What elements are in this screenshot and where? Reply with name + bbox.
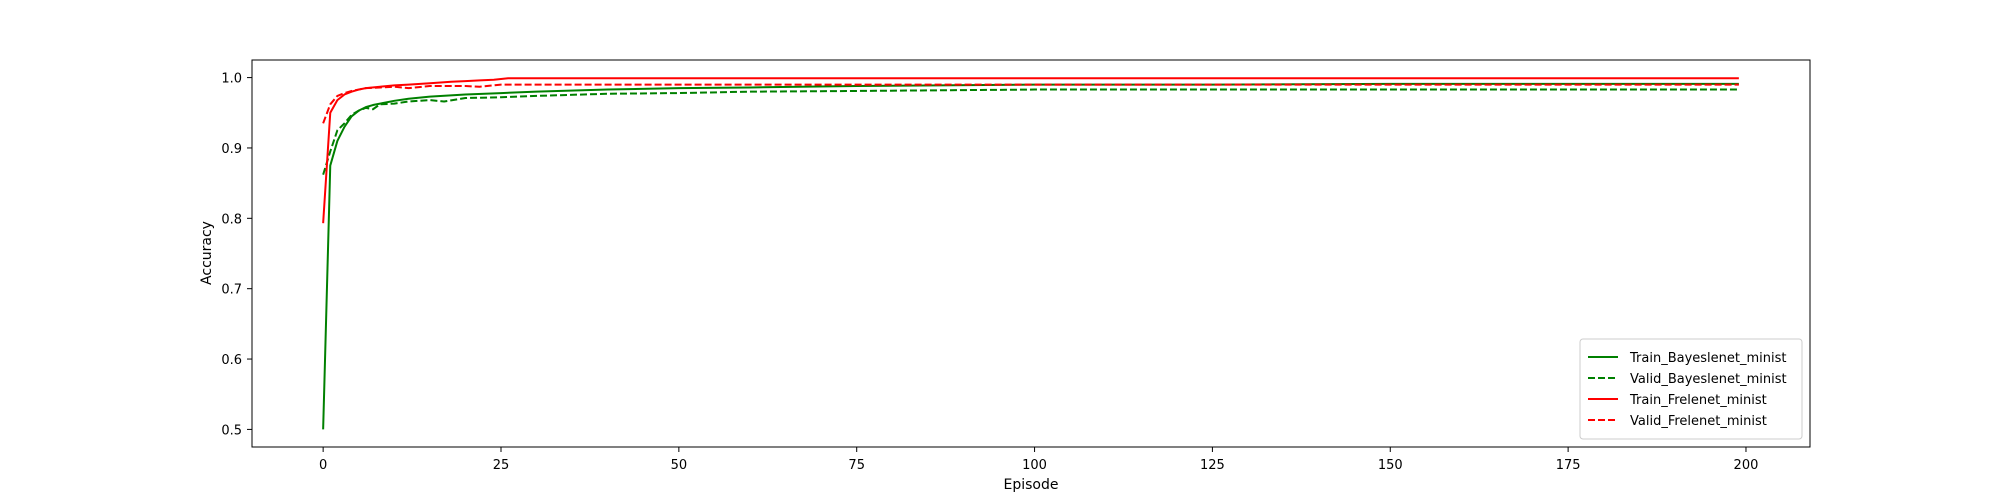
legend-label: Valid_Frelenet_minist [1630,414,1767,429]
y-tick-label: 0.5 [221,423,242,438]
y-tick-label: 0.7 [221,283,242,298]
x-axis-label: Episode [1004,477,1059,493]
series-line-train-bayeslenet-minist [322,82,1739,430]
x-tick-label: 100 [1022,458,1047,473]
legend-label: Valid_Bayeslenet_minist [1630,372,1787,387]
legend: Train_Bayeslenet_minist Valid_Bayeslenet_… [1579,338,1803,440]
y-axis-ticks: 0.5 0.6 0.7 0.8 0.9 1.0 [221,72,252,438]
legend-label: Train_Frelenet_minist [1629,393,1767,408]
series-line-valid-frelenet-minist [322,83,1739,124]
x-tick-label: 50 [671,458,688,473]
legend-box [1579,338,1803,440]
y-tick-label: 0.9 [221,142,242,157]
legend-label: Train_Bayeslenet_minist [1629,351,1786,366]
series-line-train-frelenet-minist [322,77,1739,224]
x-tick-label: 25 [493,458,510,473]
plot-lines [322,77,1739,430]
series-line-valid-bayeslenet-minist [322,88,1739,175]
x-tick-label: 75 [848,458,865,473]
y-tick-label: 0.6 [221,353,242,368]
y-tick-label: 1.0 [221,72,242,87]
x-tick-label: 175 [1556,458,1581,473]
x-tick-label: 125 [1200,458,1225,473]
y-tick-label: 0.8 [221,212,242,227]
x-tick-label: 200 [1734,458,1759,473]
y-axis-label: Accuracy [199,221,215,285]
x-tick-label: 0 [319,458,327,473]
plot-frame [251,59,1811,448]
x-axis-ticks: 0 25 50 75 100 125 150 175 200 [319,447,1758,473]
x-tick-label: 150 [1378,458,1403,473]
